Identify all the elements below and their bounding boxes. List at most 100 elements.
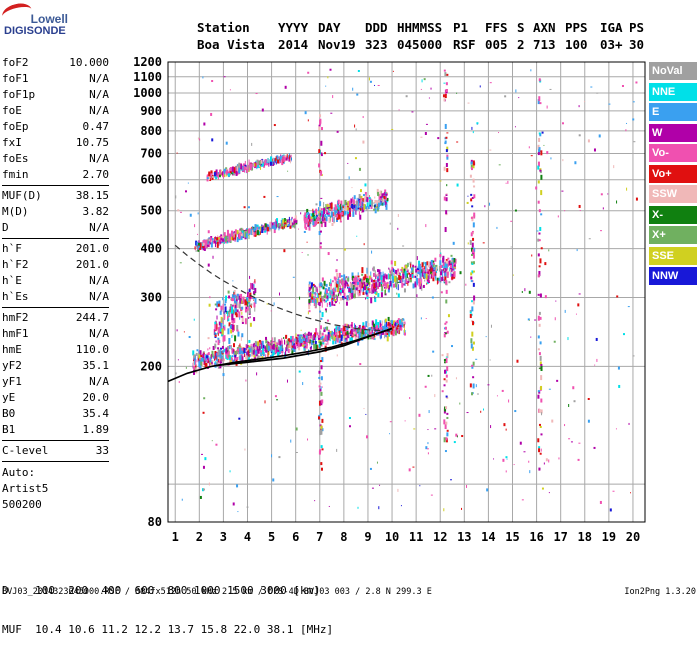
- streak-mark: [318, 400, 321, 406]
- echo-mark: [210, 360, 213, 365]
- echo-mark: [200, 247, 203, 250]
- streak-mark: [444, 361, 447, 364]
- streak-mark: [446, 168, 449, 173]
- noise-mark: [357, 69, 360, 72]
- echo-mark: [356, 281, 359, 285]
- streak-mark: [540, 385, 543, 390]
- noise-mark: [467, 102, 470, 104]
- echo-mark: [347, 283, 349, 286]
- echo-mark: [387, 316, 390, 321]
- echo-mark: [411, 267, 414, 271]
- echo-mark: [305, 338, 308, 345]
- echo-mark: [324, 217, 326, 221]
- noise-mark: [524, 288, 526, 292]
- noise-mark: [602, 207, 604, 210]
- echo-mark: [365, 198, 368, 202]
- echo-mark: [343, 288, 346, 294]
- echo-mark: [313, 298, 316, 303]
- noise-mark: [287, 170, 289, 172]
- echo-mark: [254, 297, 257, 304]
- noise-mark: [461, 507, 463, 510]
- streak-mark: [320, 462, 323, 466]
- echo-mark: [286, 341, 289, 344]
- noise-mark: [348, 176, 350, 180]
- echo-mark: [215, 352, 217, 357]
- noise-mark: [405, 95, 408, 98]
- echo-mark: [222, 171, 224, 174]
- echo-mark: [451, 273, 454, 279]
- streak-mark: [472, 249, 475, 254]
- echo-mark: [451, 262, 454, 269]
- echo-mark: [272, 225, 275, 229]
- param-value: N/A: [89, 88, 109, 101]
- echo-mark: [249, 316, 251, 319]
- streak-mark: [540, 433, 543, 436]
- echo-mark: [329, 301, 332, 307]
- echo-mark: [281, 351, 284, 354]
- echo-mark: [256, 354, 259, 357]
- param-name: MUF(D): [2, 189, 42, 202]
- echo-mark: [358, 278, 361, 281]
- echo-mark: [297, 346, 299, 349]
- streak-mark: [472, 237, 475, 241]
- echo-mark: [235, 294, 237, 298]
- echo-mark: [317, 218, 320, 221]
- echo-mark: [252, 348, 255, 355]
- noise-mark: [514, 126, 516, 128]
- echo-mark: [430, 274, 432, 278]
- streak-mark: [539, 341, 542, 345]
- echo-mark: [417, 266, 420, 270]
- noise-mark: [327, 76, 329, 79]
- echo-mark: [320, 221, 323, 224]
- echo-mark: [250, 306, 252, 309]
- noise-mark: [439, 180, 442, 182]
- echo-mark: [258, 351, 260, 354]
- legend-item: W: [649, 123, 697, 142]
- echo-mark: [339, 212, 342, 218]
- echo-mark: [363, 203, 366, 210]
- noise-mark: [575, 313, 577, 315]
- noise-mark: [587, 397, 590, 400]
- echo-mark: [233, 290, 236, 296]
- echo-mark: [397, 284, 399, 291]
- echo-mark: [353, 293, 356, 299]
- echo-mark: [286, 345, 288, 349]
- echo-mark: [276, 342, 278, 349]
- echo-mark: [395, 269, 398, 274]
- echo-mark: [248, 303, 250, 310]
- echo-mark: [318, 207, 320, 212]
- param-row: yF1 N/A: [2, 374, 109, 390]
- echo-mark: [231, 311, 234, 314]
- echo-mark: [389, 276, 391, 283]
- echo-mark: [200, 355, 203, 358]
- echo-mark: [248, 165, 250, 172]
- echo-mark: [386, 197, 389, 201]
- echo-mark: [320, 221, 323, 228]
- echo-mark: [231, 313, 234, 320]
- echo-mark: [247, 353, 250, 357]
- noise-mark: [544, 262, 547, 266]
- echo-mark: [283, 336, 285, 339]
- echo-mark: [336, 335, 339, 342]
- streak-mark: [472, 222, 475, 228]
- echo-mark: [318, 293, 321, 296]
- x-tick-label: 4: [244, 530, 251, 544]
- echo-mark: [259, 343, 261, 350]
- echo-mark: [323, 327, 326, 330]
- echo-mark: [357, 328, 360, 333]
- param-value: N/A: [89, 290, 109, 303]
- echo-mark: [328, 217, 331, 223]
- echo-mark: [365, 282, 367, 286]
- echo-mark: [237, 348, 240, 352]
- echo-mark: [292, 340, 295, 345]
- noise-mark: [490, 324, 492, 328]
- echo-mark: [226, 229, 229, 236]
- noise-mark: [304, 111, 307, 115]
- echo-mark: [331, 280, 334, 283]
- echo-mark: [352, 211, 355, 217]
- echo-mark: [222, 239, 225, 242]
- streak-mark: [320, 140, 323, 146]
- param-name: yF2: [2, 359, 22, 372]
- echo-mark: [353, 195, 356, 200]
- noise-mark: [545, 458, 548, 462]
